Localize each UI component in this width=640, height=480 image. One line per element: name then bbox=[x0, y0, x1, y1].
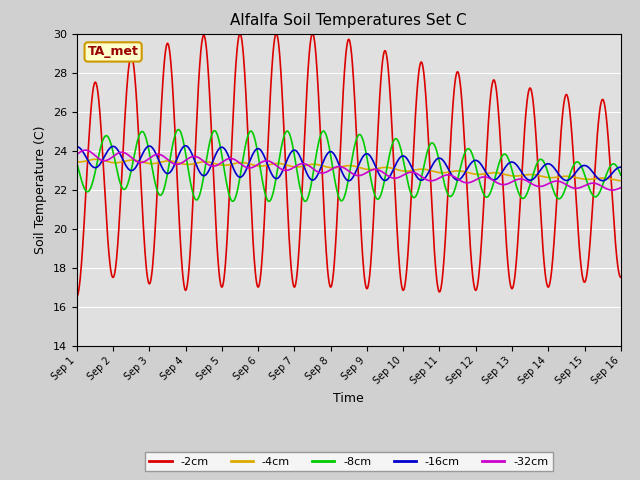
-16cm bbox=[505, 161, 513, 167]
-4cm bbox=[617, 178, 625, 184]
-8cm bbox=[553, 194, 561, 200]
-16cm bbox=[599, 178, 607, 183]
-16cm bbox=[195, 166, 202, 172]
-8cm bbox=[255, 158, 263, 164]
Text: TA_met: TA_met bbox=[88, 46, 138, 59]
-4cm bbox=[73, 159, 81, 165]
-8cm bbox=[181, 147, 189, 153]
-16cm bbox=[617, 164, 625, 170]
-8cm bbox=[301, 198, 309, 204]
Line: -32cm: -32cm bbox=[77, 150, 621, 190]
-16cm bbox=[182, 143, 189, 149]
-4cm bbox=[181, 161, 189, 167]
-2cm bbox=[434, 282, 442, 288]
Line: -16cm: -16cm bbox=[77, 146, 621, 180]
X-axis label: Time: Time bbox=[333, 392, 364, 405]
-2cm bbox=[505, 268, 513, 274]
-8cm bbox=[505, 157, 513, 163]
-8cm bbox=[175, 127, 182, 132]
-8cm bbox=[195, 196, 202, 202]
-32cm bbox=[255, 161, 263, 167]
-2cm bbox=[194, 95, 202, 100]
-32cm bbox=[73, 152, 81, 157]
-16cm bbox=[434, 156, 442, 162]
-32cm bbox=[609, 187, 616, 193]
-32cm bbox=[82, 147, 90, 153]
-4cm bbox=[505, 172, 513, 178]
-32cm bbox=[617, 185, 625, 191]
-4cm bbox=[553, 174, 561, 180]
Title: Alfalfa Soil Temperatures Set C: Alfalfa Soil Temperatures Set C bbox=[230, 13, 467, 28]
-2cm bbox=[236, 31, 244, 36]
-32cm bbox=[434, 176, 442, 182]
Legend: -2cm, -4cm, -8cm, -16cm, -32cm: -2cm, -4cm, -8cm, -16cm, -32cm bbox=[145, 452, 553, 471]
-8cm bbox=[617, 172, 625, 178]
-2cm bbox=[617, 275, 625, 280]
-16cm bbox=[73, 144, 81, 150]
-2cm bbox=[553, 200, 561, 206]
-4cm bbox=[434, 169, 442, 175]
-32cm bbox=[195, 155, 202, 160]
-32cm bbox=[181, 158, 189, 164]
-2cm bbox=[180, 285, 188, 291]
-16cm bbox=[255, 146, 263, 152]
Line: -4cm: -4cm bbox=[77, 159, 621, 181]
-16cm bbox=[553, 168, 561, 174]
-2cm bbox=[73, 294, 81, 300]
Y-axis label: Soil Temperature (C): Soil Temperature (C) bbox=[35, 125, 47, 254]
Line: -8cm: -8cm bbox=[77, 130, 621, 201]
-16cm bbox=[180, 143, 188, 149]
-8cm bbox=[434, 152, 442, 158]
-4cm bbox=[92, 156, 100, 162]
Line: -2cm: -2cm bbox=[77, 34, 621, 297]
-4cm bbox=[195, 160, 202, 166]
-2cm bbox=[255, 283, 263, 288]
-32cm bbox=[553, 178, 561, 184]
-32cm bbox=[505, 180, 513, 186]
-8cm bbox=[73, 160, 81, 166]
-4cm bbox=[255, 163, 263, 169]
